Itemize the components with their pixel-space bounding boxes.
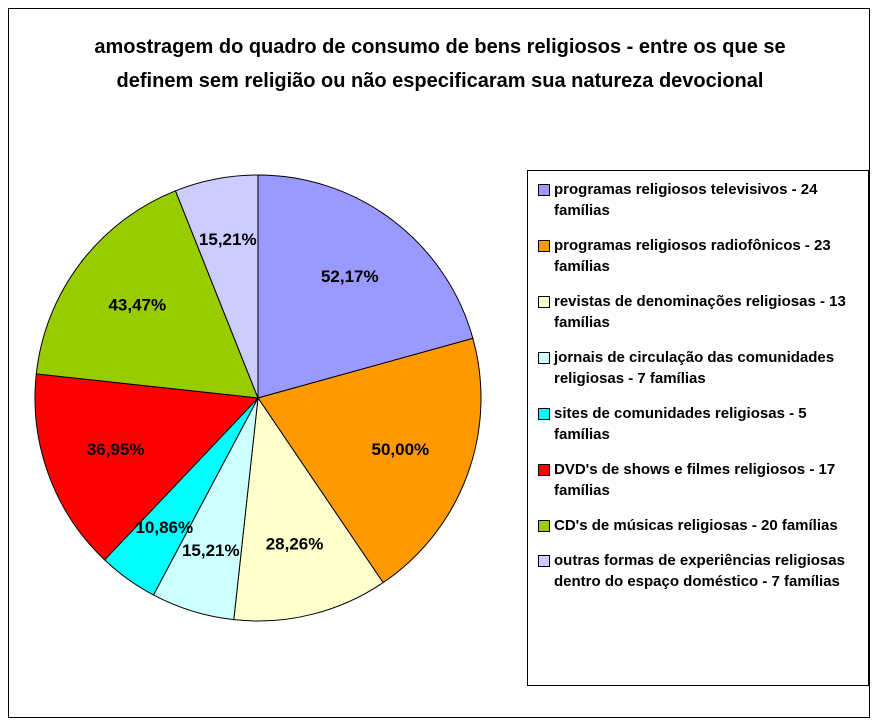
legend-label: CD's de músicas religiosas - 20 famílias	[554, 517, 838, 534]
legend-item: sites de comunidades religiosas - 5 famí…	[538, 403, 860, 445]
data-label: 52,17%	[321, 267, 379, 286]
legend-swatch	[538, 240, 550, 252]
data-label: 50,00%	[371, 440, 429, 459]
legend-item: outras formas de experiências religiosas…	[538, 550, 860, 592]
legend-swatch	[538, 352, 550, 364]
pie-slice	[35, 190, 259, 399]
legend-item: jornais de circulação das comunidades re…	[538, 347, 860, 389]
chart-frame	[8, 8, 870, 718]
legend-label: revistas de denominações religiosas - 13…	[554, 293, 846, 331]
data-label: 43,47%	[108, 296, 166, 315]
legend-item: revistas de denominações religiosas - 13…	[538, 291, 860, 333]
legend-item: DVD's de shows e filmes religiosos - 17 …	[538, 459, 860, 501]
pie-slice	[257, 174, 474, 399]
legend-item: programas religiosos televisivos - 24 fa…	[538, 179, 860, 221]
pie-slice	[34, 373, 260, 561]
legend-label: sites de comunidades religiosas - 5 famí…	[554, 405, 807, 443]
data-label: 10,86%	[135, 518, 193, 537]
legend-swatch	[538, 296, 550, 308]
legend-item: programas religiosos radiofônicos - 23 f…	[538, 235, 860, 277]
legend-swatch	[538, 555, 550, 567]
legend-label: programas religiosos radiofônicos - 23 f…	[554, 237, 831, 275]
legend-label: outras formas de experiências religiosas…	[554, 552, 845, 590]
pie-slice	[174, 174, 259, 399]
data-label: 15,21%	[182, 541, 240, 560]
legend-label: jornais de circulação das comunidades re…	[554, 349, 835, 387]
legend-swatch	[538, 408, 550, 420]
legend-swatch	[538, 464, 550, 476]
legend-label: DVD's de shows e filmes religiosos - 17 …	[554, 461, 836, 499]
pie-slice	[233, 396, 384, 622]
legend-item: CD's de músicas religiosas - 20 famílias	[538, 515, 860, 536]
pie-slice	[257, 337, 482, 584]
legend: programas religiosos televisivos - 24 fa…	[527, 170, 869, 686]
data-label: 28,26%	[266, 535, 324, 554]
chart-title: amostragem do quadro de consumo de bens …	[94, 36, 786, 92]
legend-swatch	[538, 184, 550, 196]
legend-swatch	[538, 520, 550, 532]
data-label: 36,95%	[87, 440, 145, 459]
legend-label: programas religiosos televisivos - 24 fa…	[554, 181, 818, 219]
data-label: 15,21%	[199, 230, 257, 249]
